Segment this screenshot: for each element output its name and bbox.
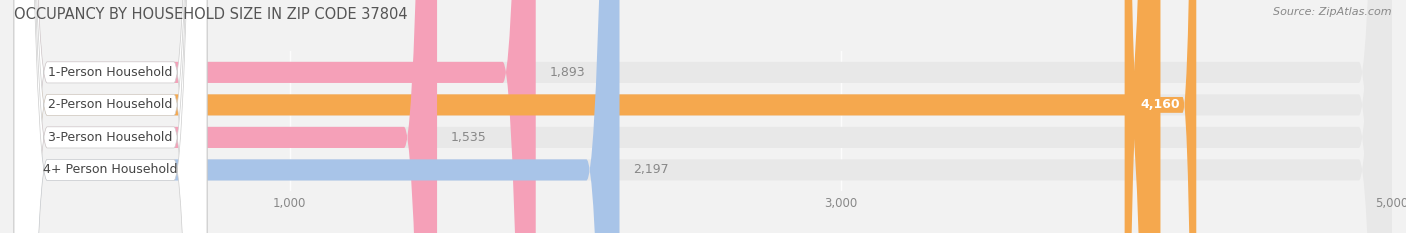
Text: 1,535: 1,535 <box>451 131 486 144</box>
Text: 1-Person Household: 1-Person Household <box>48 66 173 79</box>
FancyBboxPatch shape <box>14 0 1392 233</box>
FancyBboxPatch shape <box>1125 0 1197 233</box>
FancyBboxPatch shape <box>14 0 207 233</box>
FancyBboxPatch shape <box>14 0 1392 233</box>
Text: 2-Person Household: 2-Person Household <box>48 98 173 111</box>
FancyBboxPatch shape <box>14 0 1392 233</box>
Text: Source: ZipAtlas.com: Source: ZipAtlas.com <box>1274 7 1392 17</box>
FancyBboxPatch shape <box>14 0 620 233</box>
Text: OCCUPANCY BY HOUSEHOLD SIZE IN ZIP CODE 37804: OCCUPANCY BY HOUSEHOLD SIZE IN ZIP CODE … <box>14 7 408 22</box>
FancyBboxPatch shape <box>14 0 207 233</box>
FancyBboxPatch shape <box>14 0 1392 233</box>
Text: 3-Person Household: 3-Person Household <box>48 131 173 144</box>
FancyBboxPatch shape <box>14 0 1160 233</box>
FancyBboxPatch shape <box>14 0 536 233</box>
Text: 4,160: 4,160 <box>1140 98 1180 111</box>
Text: 1,893: 1,893 <box>550 66 585 79</box>
Text: 4+ Person Household: 4+ Person Household <box>44 163 177 176</box>
FancyBboxPatch shape <box>14 0 437 233</box>
FancyBboxPatch shape <box>14 0 207 233</box>
Text: 2,197: 2,197 <box>633 163 669 176</box>
FancyBboxPatch shape <box>14 0 207 233</box>
